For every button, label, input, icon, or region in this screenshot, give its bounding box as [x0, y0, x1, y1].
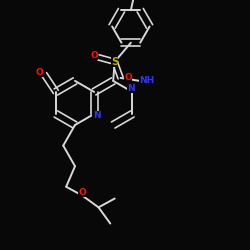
- Text: O: O: [90, 52, 98, 60]
- Text: N: N: [93, 111, 101, 120]
- Text: O: O: [124, 74, 132, 82]
- Text: N: N: [127, 84, 135, 94]
- Text: S: S: [111, 57, 118, 67]
- Text: O: O: [78, 188, 86, 196]
- Text: N: N: [92, 112, 100, 121]
- Text: O: O: [36, 68, 44, 77]
- Text: NH: NH: [140, 76, 155, 86]
